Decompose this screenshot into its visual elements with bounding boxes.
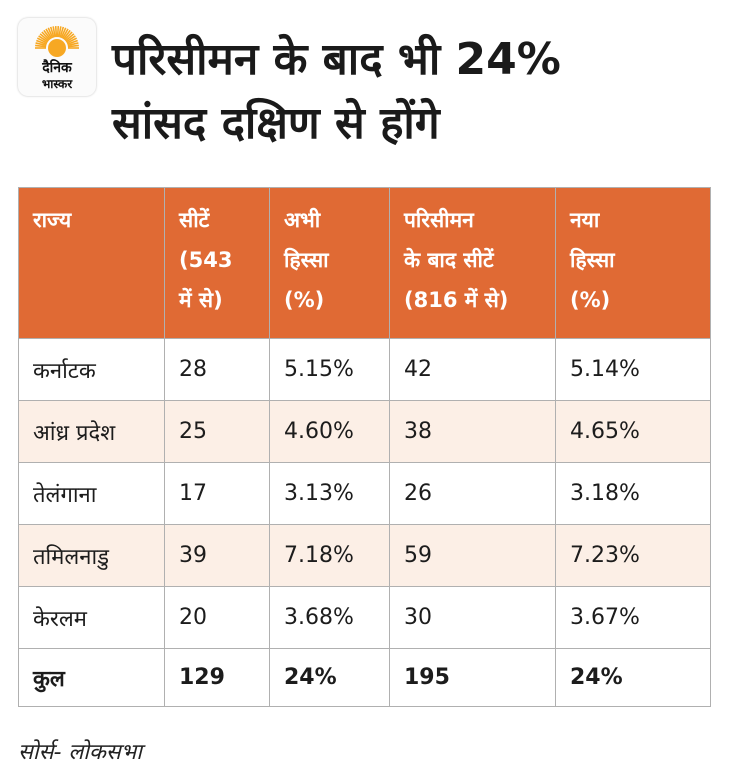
cell-state: तमिलनाडु <box>18 524 165 587</box>
sun-ray <box>43 29 52 40</box>
header-row: राज्य सीटें (543 में से) अभी हिस्सा (%) परिसीमन… <box>18 187 711 339</box>
headline-line-2: सांसद दक्षिण से होंगे <box>112 98 440 149</box>
column-header-line: के बाद सीटें <box>404 248 494 272</box>
brand-name-line-1: दैनिक <box>42 60 72 76</box>
cell-share-new: 3.67% <box>555 586 711 649</box>
sun-ray <box>41 31 51 41</box>
total-cell-share-current: 24% <box>269 648 390 707</box>
sun-ray <box>39 33 50 42</box>
sun-ray <box>56 25 60 38</box>
cell-seats-current: 25 <box>164 400 270 463</box>
total-row: कुल 129 24% 195 24% <box>18 648 711 707</box>
total-cell-share-new: 24% <box>555 648 711 707</box>
column-header-line: (%) <box>284 288 325 312</box>
sun-ray <box>49 26 55 38</box>
cell-seats-current: 28 <box>164 338 270 401</box>
sun-icon <box>35 25 79 57</box>
column-header-line: हिस्सा <box>570 248 615 272</box>
sun-ray <box>67 44 79 48</box>
table-row: केरलम 20 3.68% 30 3.67% <box>18 586 711 649</box>
seat-share-table: राज्य सीटें (543 में से) अभी हिस्सा (%) परिसीमन… <box>18 187 711 707</box>
sun-ray <box>47 27 54 39</box>
cell-share-new: 5.14% <box>555 338 711 401</box>
cell-share-current: 3.68% <box>269 586 390 649</box>
cell-state: केरलम <box>18 586 165 649</box>
sun-ray <box>58 26 62 38</box>
brand-name-line-2: भास्कर <box>41 77 73 91</box>
table-body: कर्नाटक 28 5.15% 42 5.14% आंध्र प्रदेश 25 4.60%… <box>18 338 711 707</box>
sun-ray <box>62 29 71 40</box>
cell-share-new: 7.23% <box>555 524 711 587</box>
column-header-share-current: अभी हिस्सा (%) <box>269 187 390 339</box>
table-row: कर्नाटक 28 5.15% 42 5.14% <box>18 338 711 401</box>
sun-ray <box>59 26 65 38</box>
cell-share-current: 5.15% <box>269 338 390 401</box>
cell-seats-current: 20 <box>164 586 270 649</box>
column-header-line: परिसीमन <box>404 208 474 232</box>
sun-ray <box>60 27 67 39</box>
headline: परिसीमन के बाद भी 24% सांसद दक्षिण से हो… <box>112 28 712 156</box>
cell-share-current: 4.60% <box>269 400 390 463</box>
sun-ray <box>66 37 78 44</box>
column-header-seats-current: सीटें (543 में से) <box>164 187 270 339</box>
column-header-seats-after-delimitation: परिसीमन के बाद सीटें (816 में से) <box>389 187 556 339</box>
column-header-line: राज्य <box>33 208 72 232</box>
cell-seats-after-delimitation: 38 <box>389 400 556 463</box>
sun-ray <box>65 35 76 43</box>
cell-state: तेलंगाना <box>18 462 165 525</box>
sun-ray <box>54 25 58 38</box>
sun-ray <box>52 26 56 38</box>
sun-ray <box>61 28 69 39</box>
sun-ray <box>35 44 47 48</box>
dainik-bhaskar-logo: दैनिक भास्कर <box>18 18 96 96</box>
cell-share-current: 7.18% <box>269 524 390 587</box>
table-row: आंध्र प्रदेश 25 4.60% 38 4.65% <box>18 400 711 463</box>
sun-ray <box>67 39 78 45</box>
column-header-line: (543 <box>179 248 233 272</box>
column-header-line: सीटें <box>179 208 210 232</box>
sun-ray <box>36 39 47 45</box>
cell-share-new: 4.65% <box>555 400 711 463</box>
column-header-share-new: नया हिस्सा (%) <box>555 187 711 339</box>
cell-share-current: 3.13% <box>269 462 390 525</box>
table-row: तमिलनाडु 39 7.18% 59 7.23% <box>18 524 711 587</box>
column-header-line: हिस्सा <box>284 248 329 272</box>
cell-state: आंध्र प्रदेश <box>18 400 165 463</box>
sun-ray <box>35 42 47 47</box>
sun-ray <box>67 42 79 47</box>
column-header-line: अभी <box>284 208 321 232</box>
headline-line-1: परिसीमन के बाद भी 24% <box>112 34 561 85</box>
cell-share-new: 3.18% <box>555 462 711 525</box>
total-cell-seats-current: 129 <box>164 648 270 707</box>
sun-ray <box>36 37 48 44</box>
cell-seats-after-delimitation: 42 <box>389 338 556 401</box>
cell-state: कर्नाटक <box>18 338 165 401</box>
sun-ray <box>38 35 49 43</box>
column-header-state: राज्य <box>18 187 165 339</box>
source-note: सोर्स- लोकसभा <box>18 740 142 765</box>
cell-seats-current: 17 <box>164 462 270 525</box>
table-row: तेलंगाना 17 3.13% 26 3.18% <box>18 462 711 525</box>
column-header-line: नया <box>570 208 600 232</box>
column-header-line: (%) <box>570 288 611 312</box>
cell-seats-after-delimitation: 30 <box>389 586 556 649</box>
cell-seats-after-delimitation: 59 <box>389 524 556 587</box>
sun-ray <box>63 31 73 41</box>
total-cell-seats-after-delimitation: 195 <box>389 648 556 707</box>
column-header-line: (816 में से) <box>404 288 509 312</box>
cell-seats-current: 39 <box>164 524 270 587</box>
sun-ray <box>64 33 75 42</box>
column-header-line: में से) <box>179 288 223 312</box>
sun-ray <box>45 28 53 39</box>
total-cell-state: कुल <box>18 648 165 707</box>
cell-seats-after-delimitation: 26 <box>389 462 556 525</box>
